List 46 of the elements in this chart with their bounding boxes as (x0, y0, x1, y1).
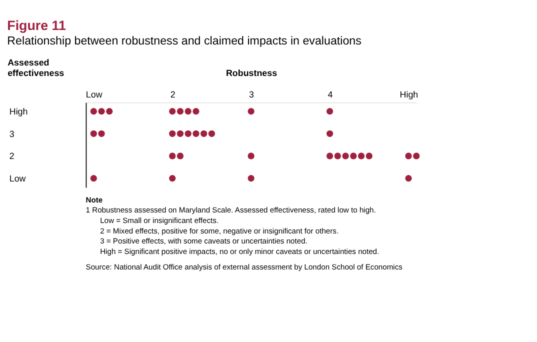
point (176, 108, 184, 115)
y-tick-label: High (9, 106, 28, 116)
y-axis-title: Assessed effectiveness (8, 57, 64, 78)
point (169, 152, 176, 160)
x-axis-title: Robustness (226, 68, 278, 78)
point (326, 108, 334, 115)
point (200, 130, 208, 137)
point (90, 108, 97, 115)
x-tick-label: 4 (328, 89, 333, 100)
point (192, 130, 200, 137)
point (248, 108, 254, 115)
point (98, 130, 105, 137)
point (176, 152, 184, 160)
point (169, 130, 176, 137)
point (358, 152, 365, 160)
point (192, 108, 200, 115)
point (342, 152, 349, 160)
x-tick-label: 2 (170, 89, 176, 100)
point (405, 175, 412, 182)
point (98, 108, 105, 115)
chart-subtitle: Relationship between robustness and claimed impacts in evaluations (7, 34, 362, 48)
point (248, 175, 254, 182)
point (90, 175, 97, 182)
point (405, 152, 412, 160)
x-tick-label: 3 (249, 89, 254, 100)
point (90, 130, 97, 137)
y-tick-label: 2 (9, 151, 14, 162)
point (350, 152, 357, 160)
x-tick-label: High (400, 89, 418, 100)
point (366, 152, 372, 160)
point (169, 108, 176, 115)
point (176, 130, 184, 137)
chart-title: Figure 11 (7, 18, 66, 34)
y-tick-label: Low (9, 173, 26, 184)
point (184, 108, 192, 115)
point (334, 152, 341, 160)
point (326, 130, 334, 137)
point (326, 152, 334, 160)
point (413, 152, 420, 160)
x-tick-label: Low (86, 89, 103, 100)
point (106, 108, 113, 115)
point (184, 130, 192, 137)
point (169, 175, 176, 182)
point (208, 130, 216, 137)
point (248, 152, 254, 160)
y-tick-label: 3 (9, 128, 14, 139)
